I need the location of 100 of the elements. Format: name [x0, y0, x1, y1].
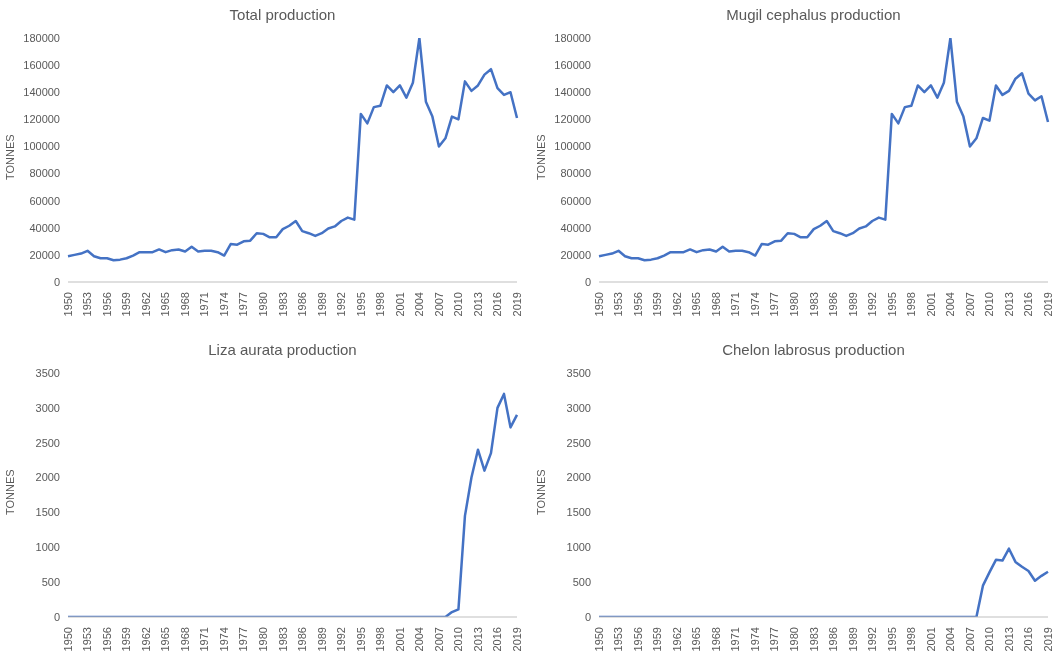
x-tick-label: 1968	[709, 292, 722, 317]
x-tick-label: 2019	[510, 292, 523, 317]
x-tick-label: 1959	[651, 292, 664, 317]
y-tick-label: 60000	[29, 194, 60, 207]
x-tick-label: 1989	[315, 627, 328, 652]
y-tick-label: 1000	[566, 541, 591, 554]
y-tick-label: 140000	[554, 86, 591, 99]
y-tick-label: 60000	[560, 194, 591, 207]
x-tick-label: 1977	[768, 627, 781, 652]
x-tick-label: 1980	[257, 292, 270, 317]
x-tick-label: 2016	[1022, 627, 1035, 652]
x-tick-label: 1986	[827, 292, 840, 317]
y-tick-label: 500	[41, 576, 60, 589]
x-tick-label: 1980	[788, 292, 801, 317]
x-tick-label: 2010	[452, 627, 465, 652]
y-tick-label: 2000	[566, 471, 591, 484]
y-tick-label: 40000	[29, 221, 60, 234]
y-tick-label: 3000	[566, 401, 591, 414]
y-tick-label: 3500	[35, 366, 60, 379]
y-axis-title: TONNES	[535, 134, 547, 180]
x-tick-label: 1980	[788, 627, 801, 652]
y-tick-label: 2000	[35, 471, 60, 484]
y-axis-title: TONNES	[535, 469, 547, 515]
x-tick-label: 1953	[81, 627, 94, 652]
x-tick-label: 2019	[510, 627, 523, 652]
y-axis-title: TONNES	[4, 134, 16, 180]
y-tick-label: 100000	[23, 140, 60, 153]
x-tick-label: 2007	[432, 292, 445, 317]
x-tick-label: 1998	[905, 627, 918, 652]
x-tick-label: 1983	[276, 292, 289, 317]
x-tick-label: 1992	[866, 627, 879, 652]
x-tick-label: 1986	[827, 627, 840, 652]
x-tick-label: 1971	[729, 292, 742, 317]
x-tick-label: 1962	[139, 627, 152, 652]
x-tick-label: 1959	[120, 627, 133, 652]
x-tick-label: 1992	[866, 292, 879, 317]
x-tick-label: 2013	[1002, 627, 1015, 652]
y-tick-label: 120000	[554, 113, 591, 126]
y-tick-label: 180000	[23, 31, 60, 44]
y-tick-label: 80000	[29, 167, 60, 180]
x-tick-label: 1971	[198, 627, 211, 652]
x-tick-label: 2001	[393, 627, 406, 652]
x-tick-label: 1962	[139, 292, 152, 317]
y-tick-label: 2500	[35, 436, 60, 449]
x-tick-label: 1965	[159, 627, 172, 652]
x-tick-label: 1986	[296, 627, 309, 652]
y-tick-label: 3000	[35, 401, 60, 414]
y-tick-label: 160000	[554, 59, 591, 72]
x-tick-label: 1950	[592, 627, 605, 652]
y-tick-label: 0	[53, 275, 60, 288]
y-tick-label: 3500	[566, 366, 591, 379]
x-tick-label: 1950	[592, 292, 605, 317]
x-tick-label: 1977	[237, 292, 250, 317]
y-tick-label: 500	[572, 576, 591, 589]
y-tick-label: 40000	[560, 221, 591, 234]
x-tick-label: 2004	[944, 292, 957, 317]
x-tick-label: 2004	[413, 627, 426, 652]
x-tick-label: 1974	[748, 292, 761, 317]
y-tick-label: 100000	[554, 140, 591, 153]
y-tick-label: 0	[584, 610, 591, 623]
chart-title: Liza aurata production	[207, 340, 358, 360]
x-tick-label: 1950	[61, 627, 74, 652]
y-tick-label: 160000	[23, 59, 60, 72]
y-tick-label: 20000	[560, 248, 591, 261]
x-tick-label: 1965	[690, 627, 703, 652]
x-tick-label: 1968	[709, 627, 722, 652]
x-tick-label: 1980	[257, 627, 270, 652]
x-tick-label: 2007	[432, 627, 445, 652]
x-tick-label: 1983	[807, 292, 820, 317]
x-tick-label: 2010	[983, 627, 996, 652]
x-tick-label: 1959	[120, 292, 133, 317]
x-tick-label: 1992	[335, 292, 348, 317]
x-tick-label: 1995	[354, 292, 367, 317]
x-tick-label: 1953	[612, 292, 625, 317]
x-tick-label: 1992	[335, 627, 348, 652]
x-tick-label: 1977	[237, 627, 250, 652]
x-tick-label: 1974	[217, 292, 230, 317]
x-tick-label: 1998	[905, 292, 918, 317]
x-tick-label: 1962	[670, 627, 683, 652]
y-tick-label: 1500	[566, 506, 591, 519]
x-tick-label: 1995	[885, 292, 898, 317]
x-tick-label: 1995	[885, 627, 898, 652]
x-tick-label: 2010	[452, 292, 465, 317]
x-tick-label: 1998	[374, 292, 387, 317]
x-tick-label: 1965	[690, 292, 703, 317]
line-series	[597, 38, 1050, 262]
x-tick-label: 2013	[471, 627, 484, 652]
y-tick-label: 120000	[23, 113, 60, 126]
x-tick-label: 1959	[651, 627, 664, 652]
x-tick-label: 2013	[471, 292, 484, 317]
x-tick-label: 1962	[670, 292, 683, 317]
x-tick-label: 1956	[100, 627, 113, 652]
x-tick-label: 1983	[807, 627, 820, 652]
x-tick-label: 1968	[178, 292, 191, 317]
x-tick-label: 1956	[631, 627, 644, 652]
x-tick-label: 2016	[491, 292, 504, 317]
x-tick-label: 2001	[393, 292, 406, 317]
x-tick-label: 2016	[1022, 292, 1035, 317]
chart-title: Chelon labrosus production	[721, 340, 906, 360]
x-tick-label: 1956	[100, 292, 113, 317]
